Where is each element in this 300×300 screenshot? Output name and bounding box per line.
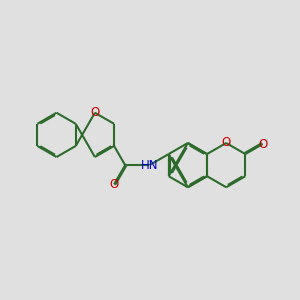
Text: HN: HN (141, 159, 158, 172)
Text: O: O (222, 136, 231, 149)
Text: O: O (258, 138, 267, 151)
Text: O: O (110, 178, 119, 191)
Text: O: O (90, 106, 100, 119)
